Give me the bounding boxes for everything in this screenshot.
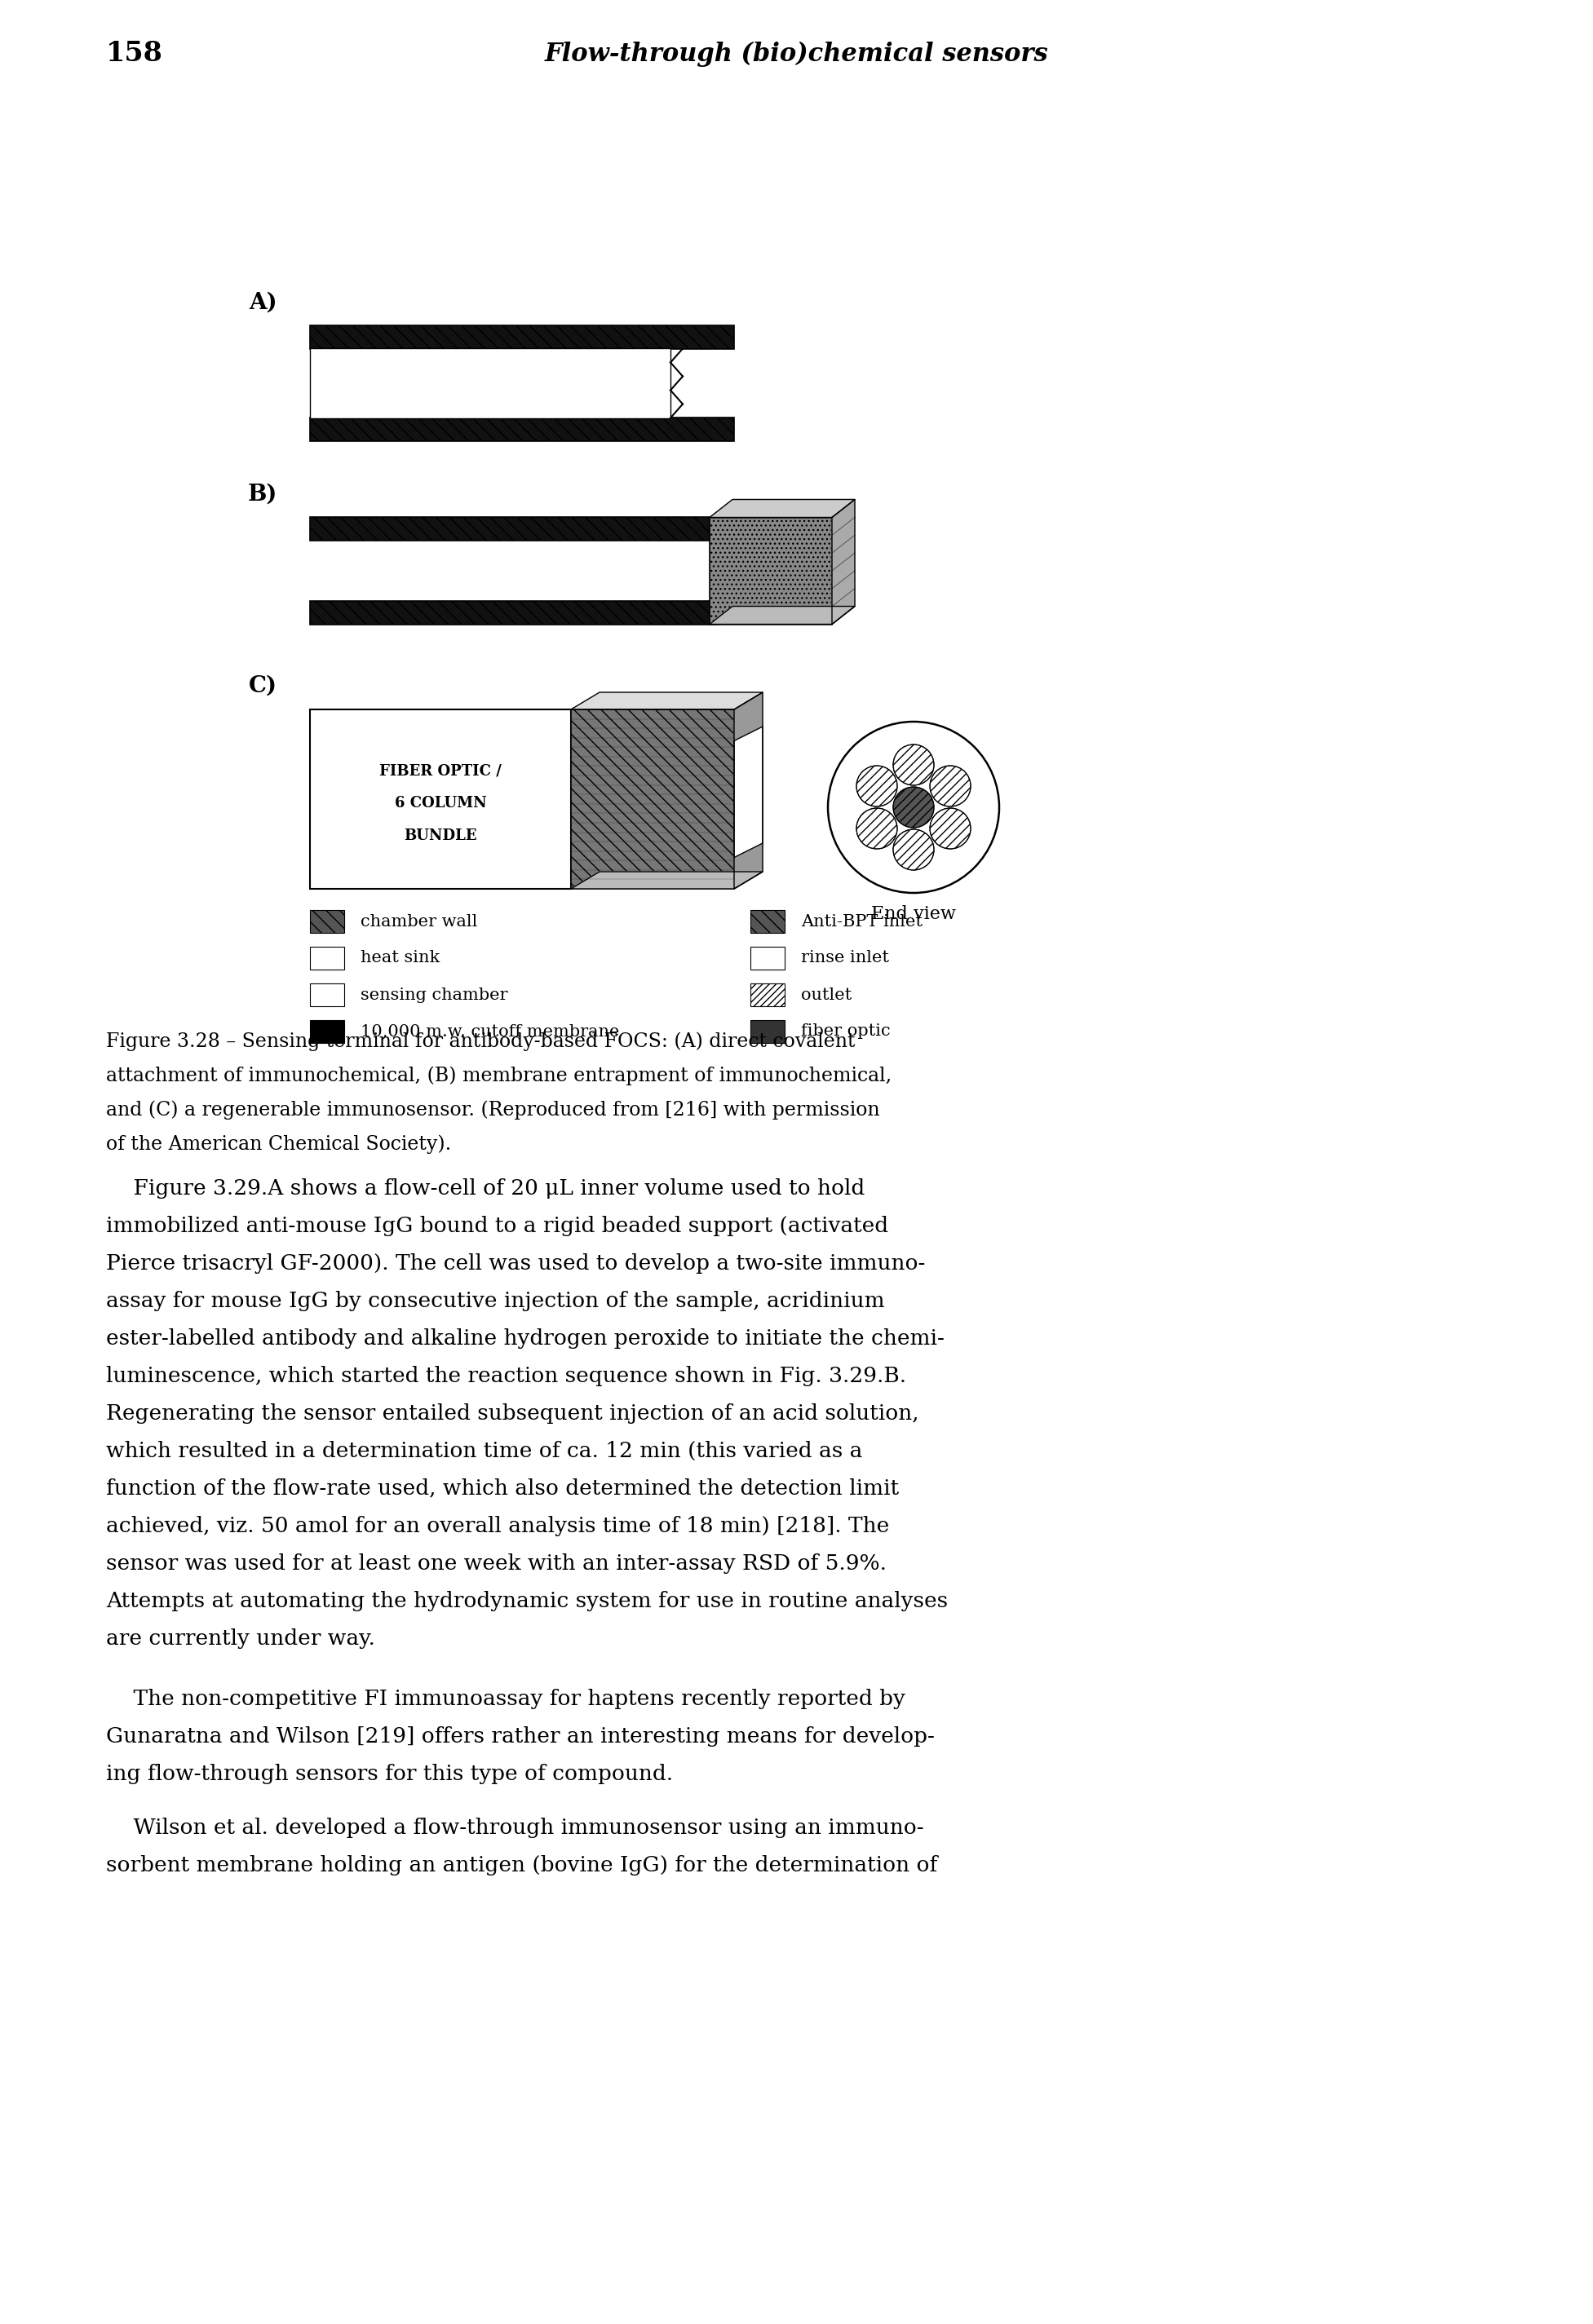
Circle shape <box>894 788 933 827</box>
Polygon shape <box>570 872 763 888</box>
Circle shape <box>857 765 897 806</box>
Text: heat sink: heat sink <box>360 951 440 967</box>
Bar <box>311 518 718 539</box>
Text: Gunaratna and Wilson [219] offers rather an interesting means for develop-: Gunaratna and Wilson [219] offers rather… <box>107 1727 935 1748</box>
Text: sensor was used for at least one week with an inter-assay RSD of 5.9%.: sensor was used for at least one week wi… <box>107 1552 887 1573</box>
Text: achieved, viz. 50 amol for an overall analysis time of 18 min) [218]. The: achieved, viz. 50 amol for an overall an… <box>107 1515 889 1536</box>
Bar <box>750 911 785 932</box>
Text: Pierce trisacryl GF-2000). The cell was used to develop a two-site immuno-: Pierce trisacryl GF-2000). The cell was … <box>107 1253 926 1274</box>
Text: function of the flow-rate used, which also determined the detection limit: function of the flow-rate used, which al… <box>107 1478 898 1499</box>
Text: rinse inlet: rinse inlet <box>801 951 889 967</box>
Bar <box>311 709 570 888</box>
Text: ester-labelled antibody and alkaline hydrogen peroxide to initiate the chemi-: ester-labelled antibody and alkaline hyd… <box>107 1329 945 1348</box>
Text: FIBER OPTIC /: FIBER OPTIC / <box>379 762 502 779</box>
Text: sorbent membrane holding an antigen (bovine IgG) for the determination of: sorbent membrane holding an antigen (bov… <box>107 1855 937 1875</box>
Text: C): C) <box>249 676 277 697</box>
Circle shape <box>894 830 933 869</box>
Text: luminescence, which started the reaction sequence shown in Fig. 3.29.B.: luminescence, which started the reaction… <box>107 1367 906 1385</box>
Text: Figure 3.28 – Sensing terminal for antibody-based FOCS: (A) direct covalent: Figure 3.28 – Sensing terminal for antib… <box>107 1032 855 1050</box>
Polygon shape <box>570 693 763 709</box>
Text: B): B) <box>247 483 277 504</box>
Bar <box>311 602 718 625</box>
Polygon shape <box>709 500 855 518</box>
Text: A): A) <box>249 290 277 314</box>
Circle shape <box>828 723 999 892</box>
Text: Flow-through (bio)chemical sensors: Flow-through (bio)chemical sensors <box>545 42 1048 67</box>
Bar <box>750 1020 785 1043</box>
Bar <box>311 911 344 932</box>
Text: End view: End view <box>871 904 956 923</box>
Text: and (C) a regenerable immunosensor. (Reproduced from [216] with permission: and (C) a regenerable immunosensor. (Rep… <box>107 1099 879 1120</box>
Text: The non-competitive FI immunoassay for haptens recently reported by: The non-competitive FI immunoassay for h… <box>107 1690 905 1708</box>
Text: 10,000 m.w. cutoff membrane: 10,000 m.w. cutoff membrane <box>360 1025 620 1039</box>
Text: Regenerating the sensor entailed subsequent injection of an acid solution,: Regenerating the sensor entailed subsequ… <box>107 1404 919 1425</box>
Text: sensing chamber: sensing chamber <box>360 988 508 1002</box>
Bar <box>311 1020 344 1043</box>
Bar <box>750 946 785 969</box>
Text: 158: 158 <box>107 40 162 67</box>
Text: outlet: outlet <box>801 988 852 1002</box>
Text: ing flow-through sensors for this type of compound.: ing flow-through sensors for this type o… <box>107 1764 672 1785</box>
Bar <box>311 349 671 418</box>
Bar <box>750 983 785 1006</box>
Bar <box>311 983 344 1006</box>
Text: chamber wall: chamber wall <box>360 913 478 930</box>
Polygon shape <box>734 727 763 858</box>
Polygon shape <box>709 607 855 625</box>
Text: BUNDLE: BUNDLE <box>405 827 476 844</box>
Text: Figure 3.29.A shows a flow-cell of 20 μL inner volume used to hold: Figure 3.29.A shows a flow-cell of 20 μL… <box>107 1178 865 1199</box>
Bar <box>570 709 734 888</box>
Bar <box>311 325 734 349</box>
Text: fiber optic: fiber optic <box>801 1025 890 1039</box>
Text: which resulted in a determination time of ca. 12 min (this varied as a: which resulted in a determination time o… <box>107 1441 862 1462</box>
Bar <box>311 946 344 969</box>
Text: Anti-BPT inlet: Anti-BPT inlet <box>801 913 922 930</box>
Text: assay for mouse IgG by consecutive injection of the sample, acridinium: assay for mouse IgG by consecutive injec… <box>107 1290 884 1311</box>
Bar <box>311 418 734 442</box>
Text: attachment of immunochemical, (B) membrane entrapment of immunochemical,: attachment of immunochemical, (B) membra… <box>107 1067 892 1085</box>
Text: are currently under way.: are currently under way. <box>107 1629 374 1648</box>
Text: of the American Chemical Society).: of the American Chemical Society). <box>107 1134 451 1153</box>
Bar <box>709 518 832 625</box>
Polygon shape <box>734 693 763 888</box>
Circle shape <box>930 765 970 806</box>
Circle shape <box>857 809 897 848</box>
Text: Attempts at automating the hydrodynamic system for use in routine analyses: Attempts at automating the hydrodynamic … <box>107 1592 948 1611</box>
Text: 6 COLUMN: 6 COLUMN <box>395 795 486 811</box>
Circle shape <box>930 809 970 848</box>
Text: Wilson et al. developed a flow-through immunosensor using an immuno-: Wilson et al. developed a flow-through i… <box>107 1817 924 1838</box>
Circle shape <box>894 744 933 786</box>
Polygon shape <box>832 500 855 625</box>
Text: immobilized anti-mouse IgG bound to a rigid beaded support (activated: immobilized anti-mouse IgG bound to a ri… <box>107 1215 889 1236</box>
